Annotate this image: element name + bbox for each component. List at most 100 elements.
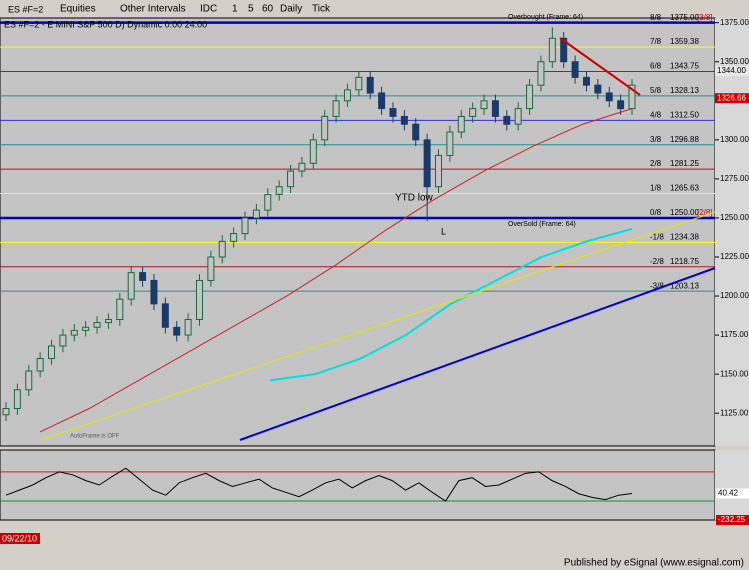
start-date-bg	[0, 533, 40, 544]
level-name: 0/8	[650, 208, 662, 217]
start-date: 09/22/10	[2, 533, 37, 543]
candle-body	[582, 76, 590, 86]
candle-body	[150, 279, 158, 305]
symbol[interactable]: ES #F=2	[8, 4, 43, 14]
candle-body	[252, 209, 260, 219]
toolbar-button[interactable]: IDC	[200, 4, 217, 15]
candle-body	[82, 326, 90, 331]
candle-body	[25, 370, 33, 391]
y-tick-label: 1225.00	[720, 252, 749, 261]
level-name: 5/8	[650, 86, 662, 95]
level-value: 1250.00	[670, 208, 699, 217]
annotation: Overbought (Frame: 64)	[508, 14, 583, 21]
candle-body	[605, 92, 613, 102]
level-value: 1296.88	[670, 135, 699, 144]
candle-body	[195, 279, 203, 320]
annotation: OverSold (Frame: 64)	[508, 221, 576, 228]
candle-body	[400, 115, 408, 125]
price-axis	[715, 18, 749, 446]
candle-body	[241, 217, 249, 235]
level-tag: [3/8]	[697, 13, 713, 22]
candle-body	[139, 272, 147, 281]
candle-body	[332, 100, 340, 117]
candle-body	[446, 131, 454, 156]
rsi-value-label: 40.42	[718, 489, 739, 498]
candle-body	[13, 389, 21, 410]
candle-body	[116, 298, 124, 320]
candle-body	[617, 100, 625, 110]
candle-body	[2, 408, 10, 416]
candle-body	[537, 61, 545, 86]
toolbar-button[interactable]: 1	[232, 4, 238, 15]
candle-body	[480, 100, 488, 110]
candle-body	[287, 170, 295, 188]
toolbar	[0, 0, 749, 18]
candle-body	[435, 154, 443, 188]
toolbar-button[interactable]: 5	[248, 4, 254, 15]
candle-body	[264, 194, 272, 211]
candle-body	[571, 61, 579, 78]
y-tick-label: 1175.00	[720, 330, 749, 339]
cci-label-bg	[716, 515, 749, 525]
level-value: 1343.75	[670, 62, 699, 71]
candle-body	[526, 84, 534, 110]
candle-body	[104, 318, 112, 324]
candle-body	[343, 89, 351, 102]
y-tick-label: 1125.00	[720, 408, 749, 417]
rsi-line	[5, 467, 633, 502]
tab-bar	[0, 521, 715, 533]
rsi-label-bg	[716, 488, 749, 499]
toolbar-button[interactable]: Tick	[312, 4, 331, 15]
price-label-bg	[715, 93, 749, 104]
candle-body	[298, 162, 306, 172]
price-label: 1326.66	[717, 93, 746, 102]
level-value: 1203.13	[670, 281, 699, 290]
candle-body	[412, 123, 420, 141]
level-value: 1375.00	[670, 13, 699, 22]
candle-body	[230, 233, 238, 242]
candle-body	[184, 318, 192, 336]
trend-line	[239, 267, 716, 441]
candle-body	[161, 303, 169, 328]
level-name: -1/8	[650, 232, 664, 241]
candle-body	[70, 329, 78, 336]
rsi-axis	[715, 450, 749, 520]
toolbar-button[interactable]: Other Intervals	[120, 4, 186, 15]
candle-body	[366, 76, 374, 94]
toolbar-button[interactable]: 60	[262, 4, 274, 15]
level-name: 1/8	[650, 184, 662, 193]
toolbar-button[interactable]: Daily	[280, 4, 302, 15]
annotation: YTD low	[395, 193, 434, 204]
price-label: 1344.00	[717, 66, 746, 75]
annotation: AutoFrame is OFF	[70, 434, 120, 440]
candle-body	[594, 84, 602, 94]
level-name: 8/8	[650, 13, 662, 22]
candle-body	[457, 115, 465, 133]
candle-body	[218, 240, 226, 258]
footer: Published by eSignal (www.esignal.com)	[564, 558, 744, 569]
candle-body	[548, 37, 556, 63]
candle-body	[275, 186, 283, 196]
candle-body	[48, 345, 56, 360]
annotation: L	[441, 226, 446, 236]
candle-body	[378, 92, 386, 110]
candle-body	[503, 115, 511, 125]
level-name: 4/8	[650, 110, 662, 119]
toolbar-button[interactable]: Equities	[60, 4, 96, 15]
candle-body	[36, 358, 44, 372]
level-name: -3/8	[650, 281, 664, 290]
level-value: 1265.63	[670, 184, 699, 193]
trend-line	[39, 211, 716, 441]
cci-value-label: -232.25	[718, 515, 746, 524]
price-label-bg	[715, 66, 749, 77]
level-name: 3/8	[650, 135, 662, 144]
date-axis	[0, 533, 749, 557]
level-name: -2/8	[650, 257, 664, 266]
candle-body	[207, 256, 215, 281]
candle-body	[491, 100, 499, 117]
level-value: 1359.38	[670, 37, 699, 46]
candle-body	[514, 108, 522, 125]
y-tick-label: 1375.00	[720, 18, 749, 27]
